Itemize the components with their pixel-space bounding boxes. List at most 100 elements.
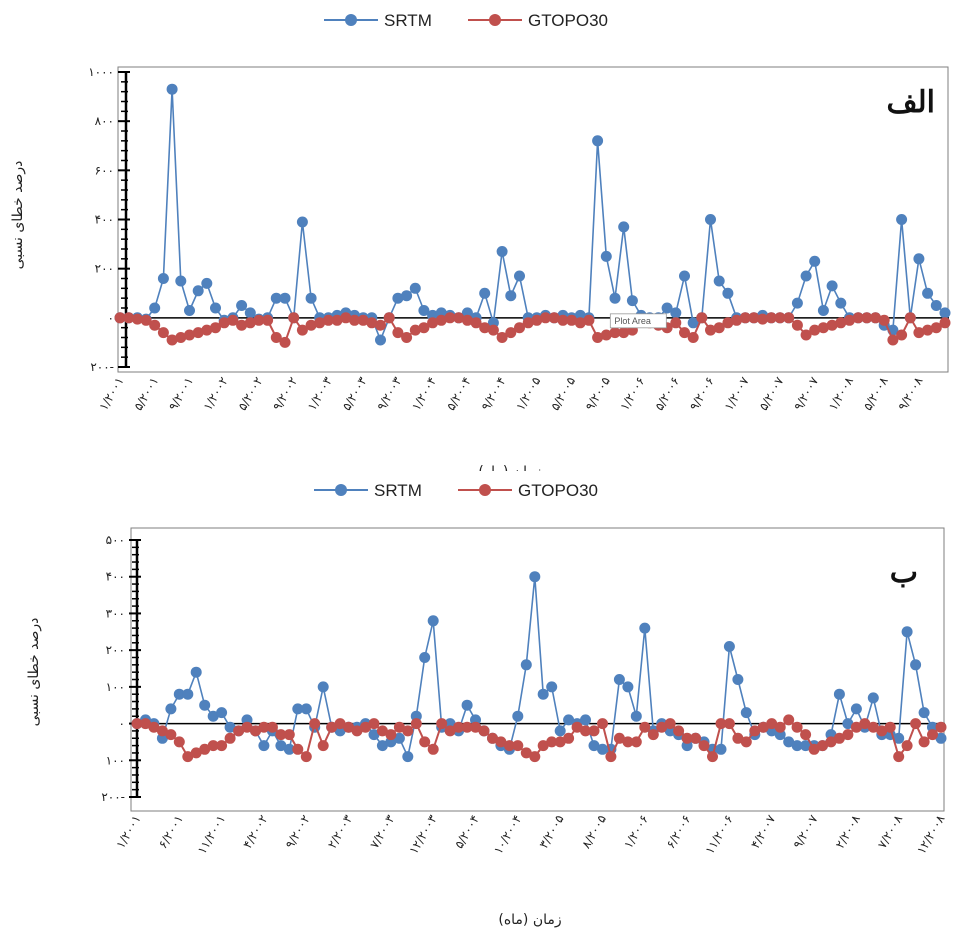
data-point — [679, 270, 690, 282]
data-point — [149, 302, 161, 314]
x-axis: ۱/۲۰۰۱ ۶/۲۰۰۱ ۱۱/۲۰۰۱ ۴/۲۰۰۲ ۹/۲۰۰۲ ۲/۲۰۰۳ ۷/۲… — [113, 812, 948, 857]
data-point — [687, 332, 699, 343]
data-point — [241, 721, 253, 733]
data-point — [514, 322, 525, 334]
data-point — [800, 270, 812, 282]
x-tick-label: ۵/۲۰۰۴ — [444, 375, 474, 413]
data-point — [192, 285, 204, 297]
data-point — [326, 721, 338, 733]
legend-label-gtopo30: GTOPO30 — [518, 481, 598, 500]
data-point — [842, 718, 854, 730]
data-point — [713, 275, 725, 287]
data-point — [258, 740, 270, 752]
data-point — [514, 270, 525, 282]
data-point — [613, 732, 625, 744]
legend-label-srtm: SRTM — [374, 481, 422, 500]
data-point — [275, 729, 287, 741]
data-point — [833, 688, 845, 700]
data-point — [817, 305, 829, 316]
y-tick-label: ۲۰۰ — [106, 643, 125, 657]
data-point — [800, 329, 812, 341]
data-point — [588, 740, 600, 752]
data-point — [791, 740, 803, 752]
data-point — [622, 736, 634, 748]
data-point — [935, 721, 947, 733]
x-tick-label: ۹/۲۰۰۷ — [791, 374, 822, 413]
data-point — [331, 314, 343, 326]
chart-panel-be: SRTM GTOPO30 درصد خطای نسبی ب ۲۰۰- ۱۰۰ ۰ ۱۰… — [26, 481, 948, 928]
data-point — [343, 721, 355, 733]
data-point — [182, 688, 194, 700]
series-gtopo30 — [114, 312, 951, 348]
legend-label-srtm: SRTM — [384, 11, 432, 30]
data-point — [349, 314, 360, 326]
data-point — [275, 740, 287, 752]
data-point — [722, 317, 734, 329]
data-point — [190, 666, 202, 678]
data-point — [826, 319, 838, 331]
data-point — [227, 314, 239, 326]
data-point — [715, 718, 727, 730]
data-point — [844, 314, 855, 326]
data-point — [574, 317, 586, 329]
data-point — [123, 312, 135, 324]
data-point — [279, 292, 291, 304]
data-point — [427, 615, 439, 627]
data-point — [375, 334, 386, 346]
x-tick-label: ۹/۲۰۰۴ — [478, 374, 508, 412]
data-point — [487, 732, 498, 744]
data-point — [131, 718, 143, 730]
data-point — [505, 327, 517, 339]
data-point — [630, 736, 642, 748]
data-point — [639, 622, 651, 634]
data-point — [393, 721, 405, 733]
x-tick-label: ۱/۲۰۰۶ — [617, 375, 647, 413]
data-point — [913, 253, 925, 265]
data-point — [300, 703, 312, 715]
x-tick-label: ۱/۲۰۰۱ — [96, 375, 126, 413]
data-point — [461, 721, 473, 733]
data-point — [800, 740, 812, 752]
data-point — [114, 312, 126, 324]
data-point — [922, 324, 934, 336]
data-point — [922, 287, 934, 299]
x-tick-label: ۱۱/۲۰۰۱ — [195, 813, 228, 857]
plot-area — [130, 527, 945, 812]
data-point — [609, 327, 621, 339]
x-tick-label: ۱/۲۰۰۶ — [621, 813, 651, 851]
data-point — [537, 688, 549, 700]
legend: SRTM GTOPO30 — [314, 481, 598, 500]
y-tick-label: ۵۰۰ — [106, 533, 125, 547]
data-point — [402, 725, 414, 737]
data-point — [609, 292, 621, 304]
data-point — [731, 314, 743, 326]
data-point — [192, 327, 204, 339]
data-point — [351, 725, 363, 737]
data-point — [600, 250, 612, 262]
x-tick-label: ۹/۲۰۰۱ — [166, 375, 196, 413]
data-point — [876, 725, 888, 737]
y-axis: ۲۰۰- ۰ ۲۰۰ ۴۰۰ ۶۰۰ ۸۰۰ ۱۰۰۰ — [88, 65, 130, 374]
data-point — [630, 710, 642, 722]
data-point — [317, 740, 329, 752]
data-point — [244, 317, 256, 329]
data-point — [765, 312, 777, 324]
data-point — [131, 313, 143, 325]
data-point — [300, 751, 312, 763]
data-point — [622, 681, 634, 693]
data-point — [279, 336, 291, 348]
data-point — [512, 740, 524, 752]
y-tick-label: ۲۰۰- — [101, 790, 125, 804]
data-point — [392, 292, 404, 304]
data-point — [357, 314, 369, 326]
data-point — [470, 721, 481, 733]
data-point — [512, 710, 524, 722]
data-point — [314, 317, 326, 329]
legend-label-gtopo30: GTOPO30 — [528, 11, 608, 30]
series-layer — [131, 571, 947, 763]
y-axis-label: درصد خطای نسبی — [10, 161, 26, 270]
data-point — [444, 312, 456, 324]
data-point — [927, 729, 938, 741]
data-point — [647, 729, 659, 741]
x-tick-label: ۵/۲۰۰۷ — [756, 374, 787, 413]
